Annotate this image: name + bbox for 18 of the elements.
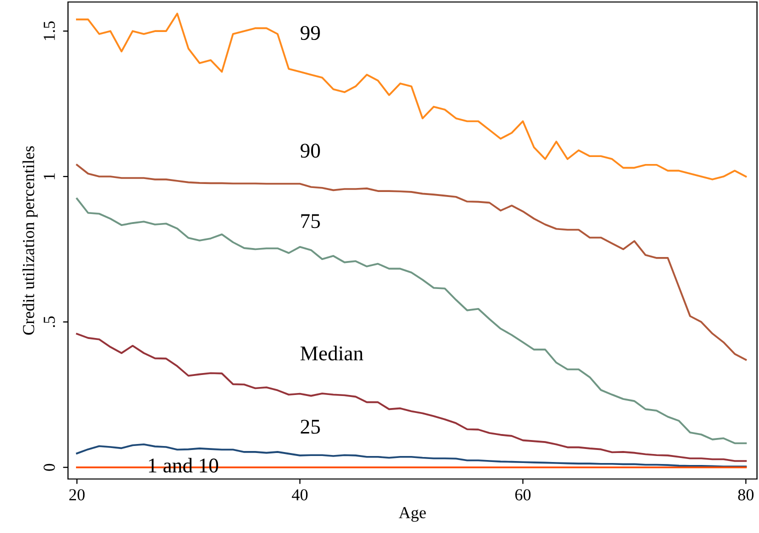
x-tick-label: 80 (738, 489, 754, 500)
y-tick-label: 0 (44, 464, 55, 471)
series-label: 25 (300, 420, 320, 434)
x-tick-label: 20 (69, 489, 85, 500)
line-series (76, 12, 747, 180)
y-tick-label: 1.5 (44, 21, 55, 40)
series-label: Median (300, 346, 364, 360)
y-tick-label: 1 (44, 173, 55, 180)
line-series (76, 164, 747, 361)
series-label: 90 (300, 144, 320, 158)
x-tick-label: 60 (515, 489, 531, 500)
series-label: 99 (300, 26, 320, 40)
y-axis-title: Credit utilization percentiles (22, 146, 38, 335)
line-series (76, 198, 747, 444)
x-tick-label: 40 (292, 489, 308, 500)
y-tick-label: .5 (44, 316, 55, 328)
series-label: 75 (301, 214, 320, 228)
x-axis-title: Age (398, 507, 426, 522)
